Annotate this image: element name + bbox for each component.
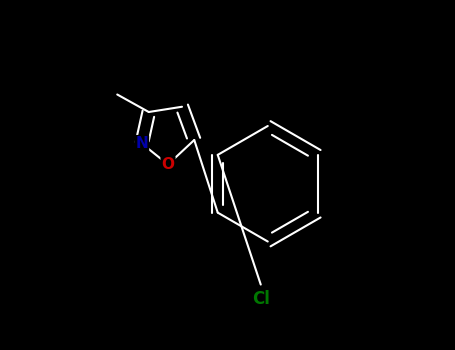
Text: N: N (136, 136, 148, 151)
Text: O: O (162, 157, 175, 172)
Text: Cl: Cl (252, 290, 270, 308)
